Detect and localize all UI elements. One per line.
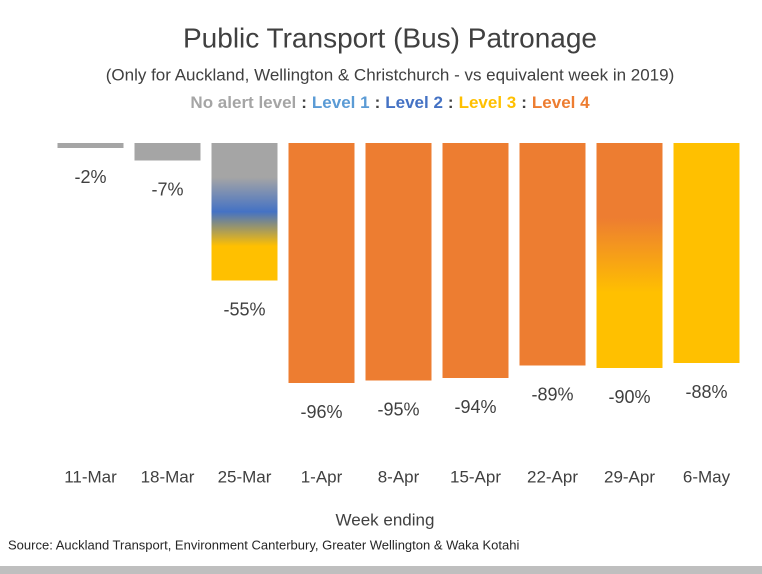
footer-band xyxy=(0,566,762,574)
x-tick-label: 11-Mar xyxy=(64,467,117,486)
x-tick-label: 25-Mar xyxy=(218,467,272,486)
x-tick-label: 22-Apr xyxy=(527,467,578,486)
legend-entry: Level 4 xyxy=(532,93,590,112)
legend-entry: Level 3 xyxy=(459,93,517,112)
bar xyxy=(519,143,586,366)
value-label: -2% xyxy=(74,167,106,187)
bar xyxy=(134,143,201,161)
legend-separator: : xyxy=(301,93,307,112)
value-label: -95% xyxy=(377,399,419,419)
x-tick-label: 8-Apr xyxy=(378,467,420,486)
bar xyxy=(673,143,740,363)
bar xyxy=(365,143,432,381)
value-label: -88% xyxy=(685,382,727,402)
chart-title: Public Transport (Bus) Patronage xyxy=(183,22,597,53)
legend-separator: : xyxy=(448,93,454,112)
x-tick-label: 15-Apr xyxy=(450,467,501,486)
x-tick-label: 1-Apr xyxy=(301,467,343,486)
value-label: -94% xyxy=(454,397,496,417)
value-label: -96% xyxy=(300,402,342,422)
value-label: -90% xyxy=(608,387,650,407)
legend: No alert level: Level 1: Level 2: Level 3:L… xyxy=(190,93,590,112)
x-axis-title: Week ending xyxy=(336,510,435,529)
legend-entry: Level 2 xyxy=(385,93,443,112)
chart-subtitle: (Only for Auckland, Wellington & Christc… xyxy=(106,65,675,84)
legend-entry: No alert level xyxy=(190,93,296,112)
value-label: -7% xyxy=(151,179,183,199)
legend-entry: Level 1 xyxy=(312,93,370,112)
bar xyxy=(596,143,663,368)
x-tick-label: 6-May xyxy=(683,467,731,486)
value-label: -55% xyxy=(223,299,265,319)
bar xyxy=(57,143,124,148)
x-tick-label: 29-Apr xyxy=(604,467,655,486)
value-label: -89% xyxy=(531,384,573,404)
x-tick-label: 18-Mar xyxy=(141,467,195,486)
bar xyxy=(442,143,509,378)
legend-separator: : xyxy=(521,93,527,112)
bar xyxy=(288,143,355,383)
legend-separator: : xyxy=(375,93,381,112)
bar xyxy=(211,143,278,281)
source: Source: Auckland Transport, Environment … xyxy=(8,537,519,552)
